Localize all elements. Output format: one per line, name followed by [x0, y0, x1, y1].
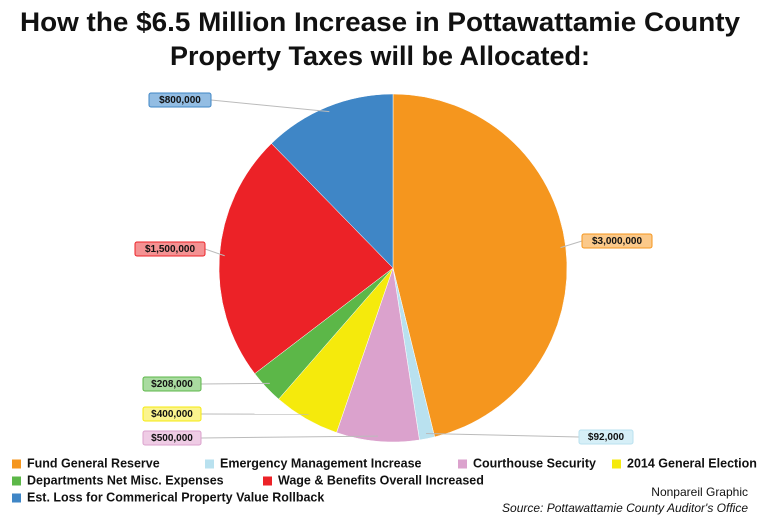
legend-label: Emergency Management Increase: [220, 456, 422, 470]
leader-line: [210, 99, 330, 113]
legend-swatch: [612, 459, 621, 469]
value-label-box: [142, 430, 202, 446]
legend-swatch: [205, 459, 214, 469]
value-label: $800,000: [159, 95, 201, 106]
value-label-box: [142, 406, 202, 422]
value-label: $1,500,000: [145, 244, 195, 255]
pie-slice: [218, 143, 394, 374]
pie-slice: [392, 93, 568, 438]
legend-swatch: [458, 459, 467, 469]
leader-line: [200, 435, 379, 439]
leader-line: [426, 433, 580, 438]
leader-line: [200, 382, 270, 385]
leader-line: [204, 248, 225, 257]
value-label-box: [134, 241, 206, 257]
value-label-box: [578, 429, 634, 445]
legend-swatch: [12, 476, 21, 486]
legend-label: Departments Net Misc. Expenses: [27, 473, 224, 487]
value-label-box: [581, 233, 653, 249]
legend-swatch: [263, 476, 272, 486]
value-label: $500,000: [151, 433, 193, 444]
value-label: $3,000,000: [592, 236, 642, 247]
pie-slice: [271, 93, 394, 269]
legend-label: Fund General Reserve: [27, 456, 160, 470]
legend-label: Est. Loss for Commerical Property Value …: [27, 490, 324, 504]
source: Source: Pottawattamie County Auditor's O…: [502, 501, 748, 515]
chart-title: How the $6.5 Million Increase in Pottawa…: [20, 7, 740, 37]
chart-title: Property Taxes will be Allocated:: [170, 41, 590, 71]
legend-swatch: [12, 493, 21, 503]
value-label-box: [148, 92, 212, 108]
value-label-box: [142, 376, 202, 392]
value-label: $208,000: [151, 379, 193, 390]
legend-swatch: [12, 459, 21, 469]
value-label: $92,000: [588, 432, 625, 443]
legend-label: Courthouse Security: [473, 456, 596, 470]
legend-label: Wage & Benefits Overall Increased: [278, 473, 484, 487]
value-label: $400,000: [151, 409, 193, 420]
legend-label: 2014 General Election: [627, 456, 757, 470]
leader-line: [560, 240, 583, 249]
credit: Nonpareil Graphic: [651, 485, 748, 499]
